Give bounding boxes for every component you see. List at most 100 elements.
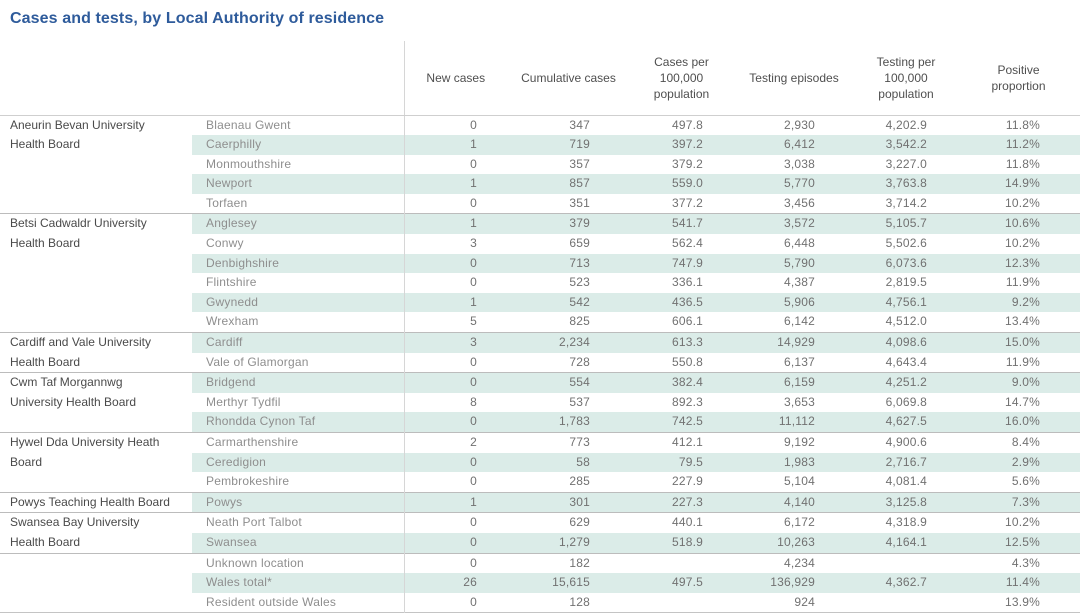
value-cell: 559.0 (630, 174, 743, 194)
value-cell: 728 (569, 354, 590, 369)
local-authority-label: Conwy (206, 236, 244, 251)
value-cell: 10.2% (967, 512, 1080, 533)
value-cell: 6,137 (783, 354, 815, 369)
report-page: Cases and tests, by Local Authority of r… (0, 9, 1080, 613)
value-cell: 436.5 (630, 292, 743, 313)
value-cell: 6,069.8 (885, 394, 927, 409)
value-cell: 10.6% (967, 213, 1080, 235)
table-row: Newport 1 857 559.0 5,770 3,763.8 14.9% (0, 174, 1080, 194)
local-authority-label: Merthyr Tydfil (206, 394, 281, 409)
value-cell: 0 (403, 552, 517, 574)
value-cell: 4,756.1 (855, 292, 967, 313)
health-board-label: Powys Teaching Health Board (0, 491, 192, 513)
value-cell: 6,159 (743, 372, 855, 393)
value-cell: 5,104 (783, 474, 815, 489)
local-authority-label: Torfaen (206, 195, 248, 210)
value-cell: 1 (403, 491, 517, 513)
value-cell: 825 (569, 314, 590, 329)
value-cell: 0 (403, 273, 517, 293)
local-authority-label: Bridgend (192, 372, 404, 393)
value-cell: 747.9 (630, 253, 743, 274)
value-cell: 13.4% (1004, 314, 1040, 329)
value-cell: 0 (403, 372, 517, 393)
table-row: Denbighshire 0 713 747.9 5,790 6,073.6 12.3% (0, 253, 1080, 274)
table-row: Aneurin Bevan University Health Board Bla… (0, 115, 1080, 214)
health-board-label: Aneurin Bevan University Health Board (0, 115, 192, 214)
table-row: Gwynedd 1 542 436.5 5,906 4,756.1 9.2% (0, 292, 1080, 313)
value-cell: 3 (403, 332, 517, 353)
value-cell: 26 (403, 573, 517, 593)
value-cell: 5,502.6 (885, 236, 927, 251)
local-authority-label: Cardiff (192, 332, 404, 353)
value-cell: 3,456 (783, 195, 815, 210)
value-cell: 1 (403, 135, 517, 155)
value-cell: 6,142 (783, 314, 815, 329)
cases-tests-table: New cases Cumulative cases Cases per 100… (0, 41, 1080, 613)
health-board-label: Cwm Taf Morgannwg University Health Boar… (0, 372, 192, 433)
health-board-label: Hywel Dda University Heath Board (0, 432, 192, 493)
value-cell: 10.2% (1004, 236, 1040, 251)
local-authority-label: Swansea (192, 532, 404, 554)
value-cell: 4,900.6 (855, 431, 967, 453)
value-cell: 9,192 (743, 431, 855, 453)
value-cell: 11.4% (967, 573, 1080, 593)
table-row: Flintshire 0 523 336.1 4,387 2,819.5 11.9% (0, 273, 1080, 293)
value-cell: 537 (569, 394, 590, 409)
value-cell: 4,164.1 (855, 532, 967, 554)
value-cell: 379.2 (671, 156, 703, 171)
value-cell: 497.8 (671, 117, 703, 132)
value-cell: 10,263 (743, 532, 855, 554)
value-cell: 14.9% (967, 174, 1080, 194)
table-row: Torfaen 0 351 377.2 3,456 3,714.2 10.2% (0, 193, 1080, 214)
value-cell: 4.3% (967, 552, 1080, 574)
value-cell: 0 (403, 115, 517, 136)
health-board-header-spacer (0, 41, 192, 116)
value-cell: 285 (569, 474, 590, 489)
value-cell: 79.5 (630, 452, 743, 473)
value-cell: 6,412 (743, 135, 855, 155)
value-cell: 15.0% (967, 332, 1080, 353)
value-cell: 8 (403, 392, 517, 413)
local-authority-label: Wales total* (192, 573, 404, 593)
value-cell: 9.2% (967, 292, 1080, 313)
value-cell: 3,653 (783, 394, 815, 409)
value-cell: 857 (517, 174, 630, 194)
value-cell: 4,512.0 (885, 314, 927, 329)
value-cell: 3,227.0 (885, 156, 927, 171)
value-cell: 382.4 (630, 372, 743, 393)
value-cell: 440.1 (630, 512, 743, 533)
table-row: Hywel Dda University Heath Board Carmarth… (0, 431, 1080, 493)
value-cell: 541.7 (630, 213, 743, 235)
local-authority-label: Neath Port Talbot (192, 512, 404, 533)
local-authority-label: Newport (192, 174, 404, 194)
value-cell: 58 (517, 452, 630, 473)
value-cell: 227.3 (630, 491, 743, 513)
value-cell: 4,098.6 (855, 332, 967, 353)
value-cell (855, 593, 967, 613)
value-cell: 10.2% (1004, 195, 1040, 210)
value-cell: 0 (403, 592, 517, 613)
value-cell: 4,251.2 (855, 372, 967, 393)
value-cell: 6,073.6 (855, 253, 967, 274)
local-authority-label: Ceredigion (192, 452, 404, 473)
value-cell: 0 (403, 532, 517, 554)
column-header-testing-episodes: Testing episodes (743, 41, 855, 116)
table-row: Swansea 0 1,279 518.9 10,263 4,164.1 12.5% (0, 532, 1080, 554)
value-cell: 2,234 (517, 332, 630, 353)
value-cell: 15,615 (517, 573, 630, 593)
local-authority-label: Caerphilly (192, 135, 404, 155)
value-cell (855, 552, 967, 574)
value-cell: 1,279 (517, 532, 630, 554)
local-authority-label: Flintshire (206, 275, 257, 290)
value-cell: 2,716.7 (855, 452, 967, 473)
value-cell: 12.5% (967, 532, 1080, 554)
value-cell: 4,362.7 (855, 573, 967, 593)
value-cell: 14,929 (743, 332, 855, 353)
value-cell: 629 (517, 512, 630, 533)
table-row: Pembrokeshire 0 285 227.9 5,104 4,081.4 5.6% (0, 472, 1080, 493)
local-authority-label: Monmouthshire (206, 156, 292, 171)
value-cell: 659 (569, 236, 590, 251)
value-cell: 3,038 (783, 156, 815, 171)
value-cell: 128 (569, 594, 590, 609)
column-header-testing-per-100k: Testing per 100,000 population (855, 41, 967, 116)
